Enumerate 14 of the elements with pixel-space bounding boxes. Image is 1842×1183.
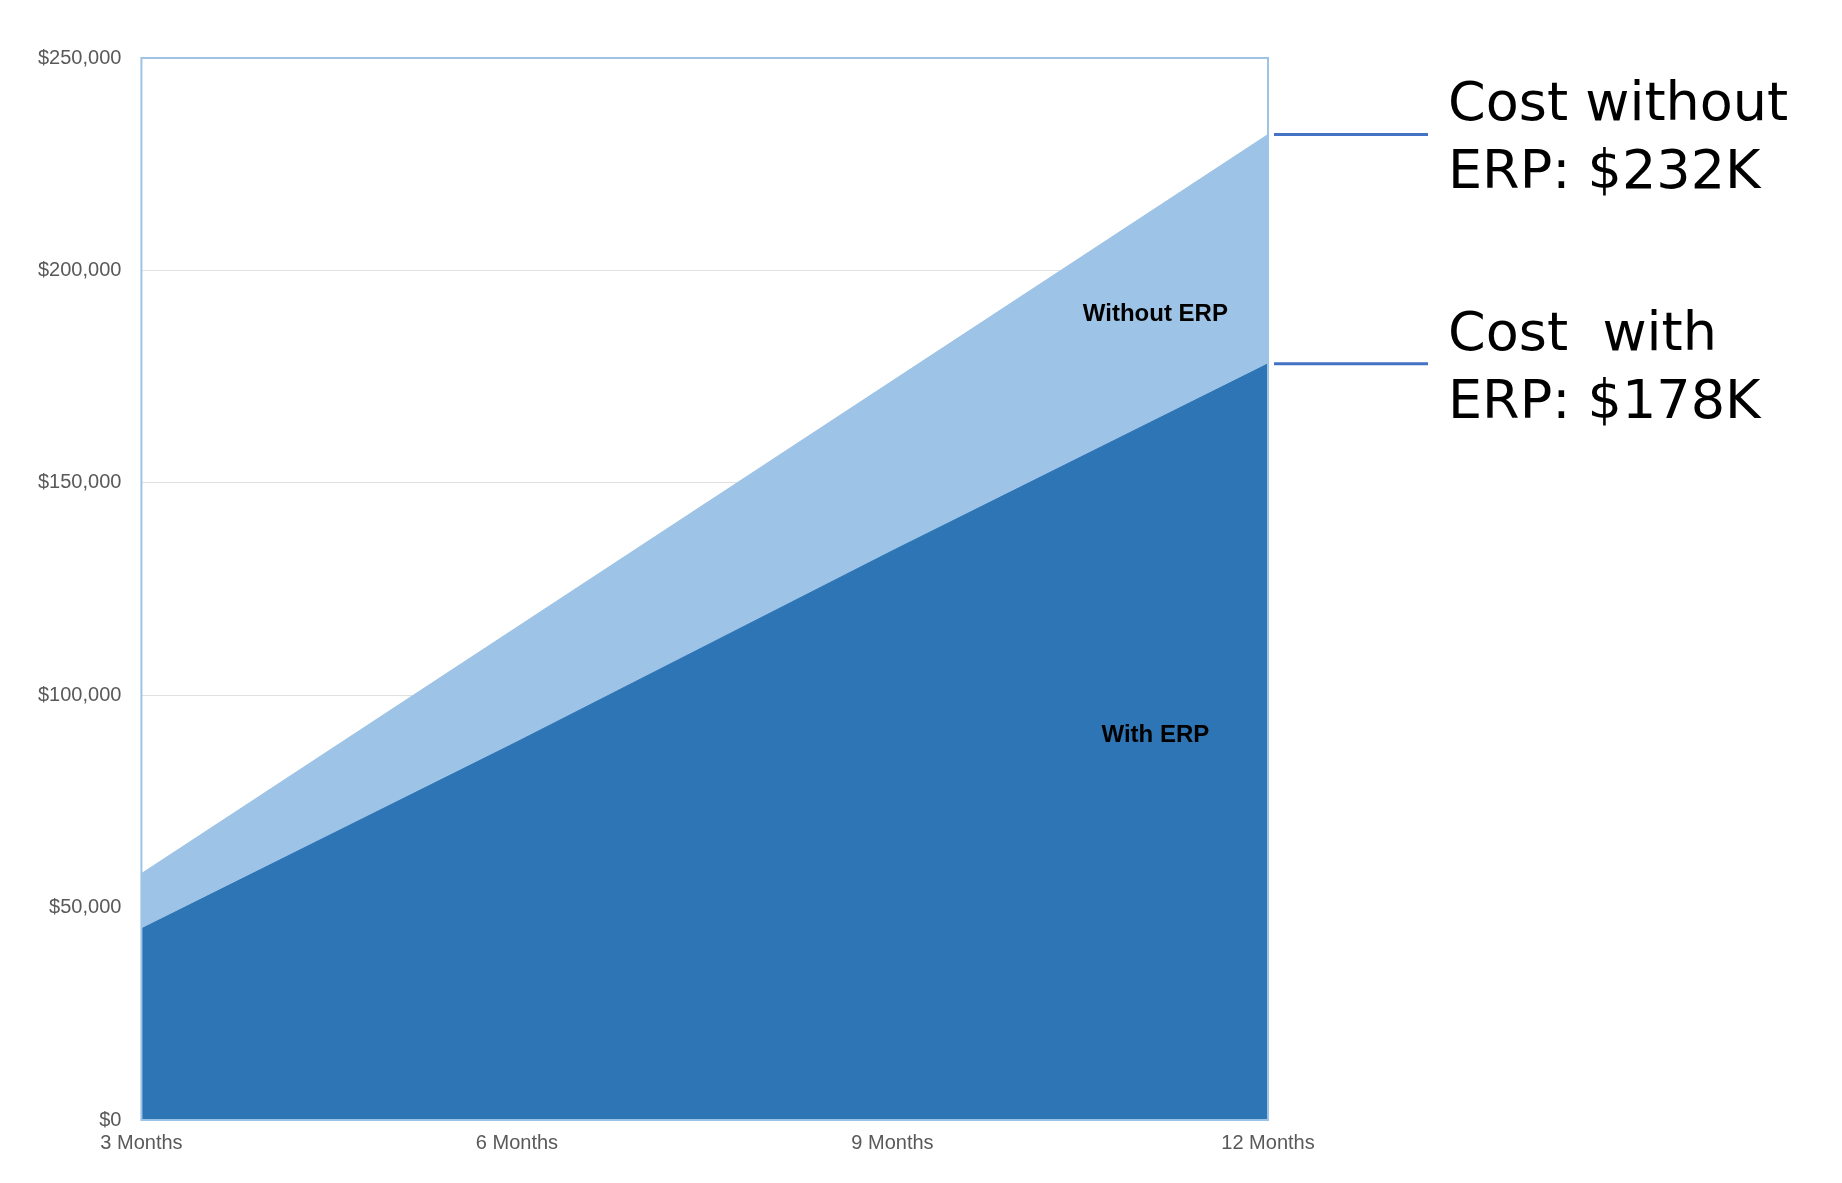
annotation: Cost with ERP: $178K xyxy=(1448,299,1762,431)
y-tick-label: $0 xyxy=(99,1107,122,1130)
y-tick-label: $100,000 xyxy=(38,682,122,705)
x-tick-label: 12 Months xyxy=(1221,1130,1315,1153)
x-tick-label: 3 Months xyxy=(100,1130,183,1153)
series-label: Without ERP xyxy=(1082,298,1228,326)
y-tick-label: $200,000 xyxy=(38,257,122,280)
y-tick-label: $50,000 xyxy=(49,895,122,918)
series-label: With ERP xyxy=(1101,719,1210,747)
x-tick-label: 6 Months xyxy=(475,1130,559,1153)
x-tick-label: 9 Months xyxy=(851,1130,934,1153)
annotation: Cost without ERP: $232K xyxy=(1448,70,1789,202)
y-tick-label: $250,000 xyxy=(38,45,122,68)
y-tick-label: $150,000 xyxy=(38,470,122,493)
